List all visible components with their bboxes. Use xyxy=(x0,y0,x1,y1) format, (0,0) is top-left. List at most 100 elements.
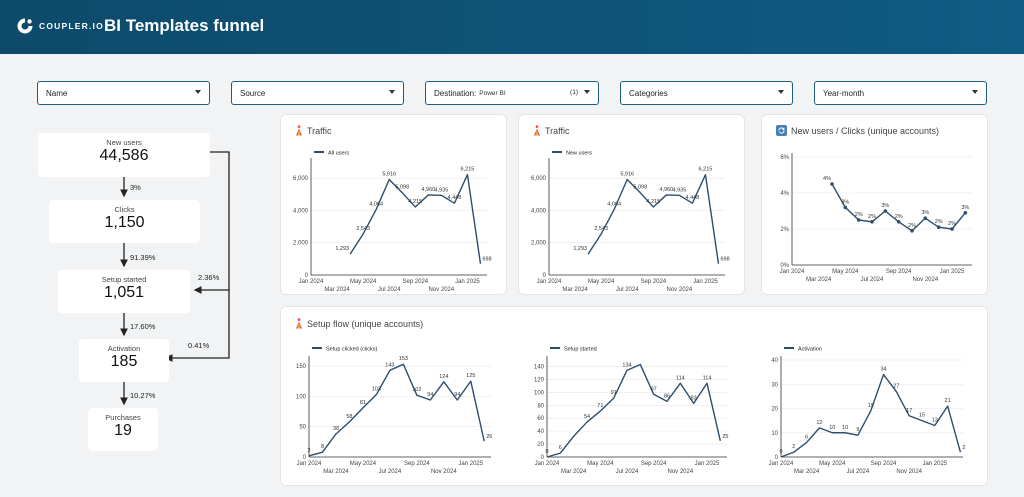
data-label: 5,916 xyxy=(382,171,396,177)
card-title: Traffic xyxy=(533,125,570,136)
x-tick-label: Jul 2024 xyxy=(861,277,884,283)
funnel-step-value: 185 xyxy=(110,353,138,370)
data-label: 6 xyxy=(559,445,562,451)
y-tick-label: 6,000 xyxy=(531,176,547,182)
y-tick-label: 4% xyxy=(780,191,789,197)
data-label: 8 xyxy=(321,444,324,450)
x-tick-label: May 2024 xyxy=(588,279,615,285)
series-line xyxy=(546,363,722,458)
series-line xyxy=(831,183,966,232)
x-tick-label: Jul 2024 xyxy=(847,469,870,475)
y-tick-label: 10 xyxy=(771,431,778,437)
x-tick-label: Jan 2024 xyxy=(297,461,322,467)
data-label: 1,293 xyxy=(573,246,587,252)
funnel-step-new-users: New users 44,586 xyxy=(38,133,210,177)
filter-destination[interactable]: Destination: Power BI (1) xyxy=(425,81,599,105)
setup-flow-card: Setup flow (unique accounts) Setup click… xyxy=(280,306,988,486)
card-title: Setup flow (unique accounts) xyxy=(295,318,423,329)
funnel-skip-rate: 0.41% xyxy=(188,341,210,350)
filter-year-month-label: Year-month xyxy=(823,88,865,98)
y-tick-label: 150 xyxy=(296,364,307,370)
legend-label: New users xyxy=(566,150,592,156)
legend-label: Setup started xyxy=(564,346,597,352)
data-label: 3% xyxy=(881,203,889,209)
data-label: 17 xyxy=(906,408,912,414)
y-tick-label: 60 xyxy=(537,416,544,422)
data-point xyxy=(936,225,941,229)
chevron-down-icon xyxy=(778,90,784,94)
data-point xyxy=(896,220,901,224)
y-tick-label: 0 xyxy=(543,273,547,279)
data-label: 71 xyxy=(597,403,603,409)
x-tick-label: May 2024 xyxy=(350,279,377,285)
y-tick-label: 0 xyxy=(541,455,545,461)
data-point xyxy=(870,220,874,224)
y-tick-label: 0 xyxy=(775,455,779,461)
filter-categories[interactable]: Categories xyxy=(620,81,793,105)
x-tick-label: Mar 2024 xyxy=(323,469,349,475)
x-tick-label: Mar 2024 xyxy=(562,287,588,293)
data-label: 10 xyxy=(842,425,848,431)
data-label: 143 xyxy=(385,362,394,368)
series-line xyxy=(308,363,485,457)
x-tick-label: Sep 2024 xyxy=(641,461,667,467)
funnel-step-label: Clicks xyxy=(114,205,135,214)
data-point xyxy=(910,229,914,233)
x-tick-label: Sep 2024 xyxy=(871,461,897,467)
data-label: 58 xyxy=(346,414,352,420)
x-tick-label: Jul 2024 xyxy=(379,469,402,475)
data-label: 81 xyxy=(360,400,366,406)
series-line xyxy=(349,173,482,264)
card-title-text: New users / Clicks (unique accounts) xyxy=(791,125,940,136)
y-tick-label: 2,000 xyxy=(531,241,547,247)
filter-destination-value: Power BI xyxy=(479,89,506,97)
filter-source[interactable]: Source xyxy=(231,81,404,105)
funnel-step-clicks: Clicks 1,150 xyxy=(49,200,200,243)
y-tick-label: 4,000 xyxy=(293,208,309,214)
funnel-person-icon xyxy=(296,125,302,136)
coupler-logo[interactable]: COUPLER.IO xyxy=(16,17,104,35)
filter-name[interactable]: Name xyxy=(37,81,210,105)
data-label: 114 xyxy=(676,375,685,381)
data-label: 19 xyxy=(868,403,874,409)
filter-destination-count: (1) xyxy=(570,89,578,96)
series-line xyxy=(780,373,962,458)
data-label: 26 xyxy=(486,434,492,440)
x-tick-label: Sep 2024 xyxy=(404,461,430,467)
data-label: 5,098 xyxy=(633,185,647,191)
data-label: 2,543 xyxy=(594,226,608,232)
data-label: 25 xyxy=(722,434,728,440)
filter-name-label: Name xyxy=(46,88,68,98)
data-label: 27 xyxy=(893,384,899,390)
x-tick-label: Sep 2024 xyxy=(640,279,666,285)
chevron-down-icon xyxy=(584,90,590,94)
x-tick-label: Jan 2024 xyxy=(535,461,560,467)
data-label: 4,215 xyxy=(646,199,660,205)
data-label: 6 xyxy=(805,434,808,440)
data-label: 15 xyxy=(919,413,925,419)
data-label: 102 xyxy=(412,387,421,393)
data-label: 6,215 xyxy=(699,167,713,173)
data-label: 1,293 xyxy=(335,246,349,252)
filter-source-label: Source xyxy=(240,88,266,98)
data-label: 4% xyxy=(823,176,831,182)
x-tick-label: May 2024 xyxy=(819,461,846,467)
traffic-all-users-chart: All users 0 2,000 4,000 6,000 Jan 2024 May 202… xyxy=(293,150,492,293)
data-label: 4,215 xyxy=(408,199,422,205)
x-tick-label: Mar 2024 xyxy=(794,469,820,475)
data-label: 2 xyxy=(307,448,310,454)
y-tick-label: 120 xyxy=(534,377,545,383)
filter-year-month[interactable]: Year-month xyxy=(814,81,987,105)
x-tick-label: Mar 2024 xyxy=(806,277,832,283)
data-point xyxy=(830,182,834,186)
funnel-step-activation: Activation 185 xyxy=(79,339,169,382)
legend-label: Activation xyxy=(798,346,822,352)
y-tick-label: 2,000 xyxy=(293,241,309,247)
data-label: 3% xyxy=(841,199,849,205)
x-tick-label: Mar 2024 xyxy=(324,287,350,293)
data-label: 2 xyxy=(792,444,795,450)
data-label: 125 xyxy=(466,373,475,379)
x-tick-label: Nov 2024 xyxy=(912,277,938,283)
x-tick-label: Jul 2024 xyxy=(616,469,639,475)
data-label: 4,935 xyxy=(434,187,448,193)
